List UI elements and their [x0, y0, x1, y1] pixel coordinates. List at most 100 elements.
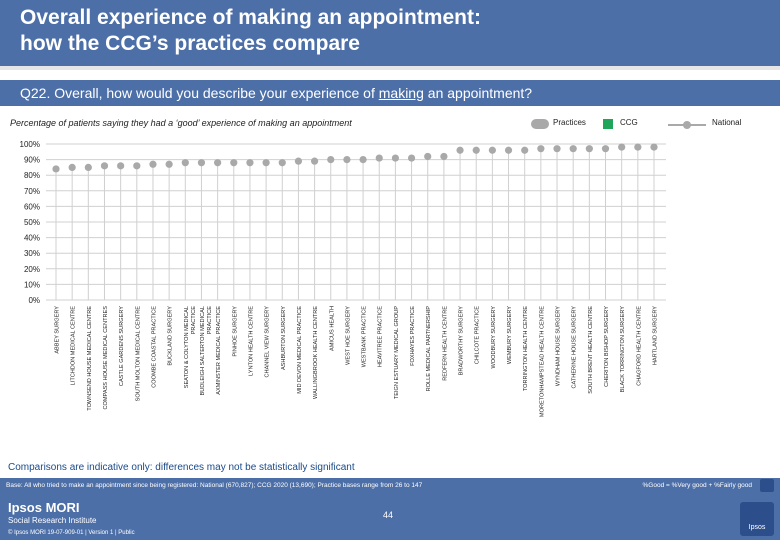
header-banner: Overall experience of making an appointm… [0, 0, 780, 66]
x-category-label: CHANNEL VIEW SURGERY [265, 306, 271, 378]
ipsos-logo-text: Ipsos [748, 524, 766, 531]
question-underlined: making [378, 85, 424, 101]
legend-national-dot [683, 121, 691, 129]
practice-point [569, 145, 577, 153]
practice-point [521, 146, 529, 154]
practice-point [601, 145, 610, 153]
x-category-label: CHILCOTE PRACTICE [475, 306, 481, 364]
question-suffix: an appointment? [423, 85, 533, 101]
practice-comparison-chart: 0% 10% 20% 30% 40% 50% 60% 70% 80% 90% 100% ABBEY S… [20, 140, 666, 417]
practice-point [504, 146, 513, 154]
practice-point [52, 165, 60, 173]
good-definition: %Good = %Very good + %Fairly good [642, 482, 752, 489]
practice-point [359, 156, 367, 164]
chart-subtitle: Percentage of patients saying they had a… [10, 118, 352, 128]
legend-ccg-swatch [603, 119, 613, 129]
practice-point [246, 159, 254, 167]
x-category-label: LITCHDON MEDICAL CENTRE [71, 306, 77, 386]
question-prefix: Q22. Overall, how would you describe you… [20, 85, 379, 101]
y-tick-label: 80% [24, 171, 40, 180]
practice-point [375, 154, 383, 162]
practice-point [133, 162, 141, 170]
y-tick-label: 10% [24, 280, 40, 289]
y-tick-label: 30% [24, 249, 40, 258]
x-category-label: PRACTICE [207, 306, 213, 335]
slide-title: Overall experience of making an appointm… [20, 5, 760, 57]
x-category-label: COMPASS HOUSE MEDICAL CENTRES [103, 306, 109, 410]
practice-point [278, 159, 286, 167]
practice-point [310, 157, 319, 165]
x-category-label: SOUTH MOLTON MEDICAL CENTRE [135, 306, 141, 402]
x-category-label: SOUTH BRENT HEALTH CENTRE [588, 306, 594, 394]
legend-national-label: National [712, 118, 742, 127]
practice-point [618, 143, 626, 151]
ipsos-logo: Ipsos [740, 502, 774, 536]
practice-point [424, 152, 432, 161]
y-tick-label: 60% [24, 202, 40, 211]
practice-point [181, 159, 189, 167]
x-category-label: FOXHAYES PRACTICE [410, 306, 416, 366]
x-category-label: WALLINGBROOK HEALTH CENTRE [313, 306, 319, 399]
x-category-label: TOWNSEND HOUSE MEDICAL CENTRE [87, 306, 93, 411]
x-category-label: LYNTON HEALTH CENTRE [248, 306, 254, 376]
y-tick-label: 20% [24, 265, 40, 274]
x-category-label: AXMINSTER MEDICAL PRACTICE [216, 306, 222, 395]
practice-point [343, 156, 351, 164]
ipsos-mori-logo: Ipsos MORI [8, 500, 80, 515]
y-tick-label: 40% [24, 234, 40, 243]
x-category-label: CHERITON BISHOP SURGERY [604, 306, 610, 387]
practice-point [634, 143, 642, 151]
comparison-note: Comparisons are indicative only: differe… [8, 462, 355, 473]
practice-point [537, 145, 545, 153]
practice-point [488, 146, 496, 154]
x-category-label: MID DEVON MEDICAL PRACTICE [297, 306, 303, 394]
title-line-1: Overall experience of making an appointm… [20, 6, 481, 29]
x-category-label: PRACTICE [191, 306, 197, 335]
x-category-label: BLACK TORRINGTON SURGERY [620, 306, 626, 393]
x-category-label: TEIGN ESTUARY MEDICAL GROUP [394, 306, 400, 399]
x-category-label: REDFERN HEALTH CENTRE [442, 306, 448, 381]
question-text: Q22. Overall, how would you describe you… [20, 84, 532, 102]
x-category-label: WOODBURY SURGERY [491, 306, 497, 369]
footer-corner-icon [760, 479, 774, 492]
practice-point [165, 160, 173, 168]
x-category-label: HEAVITREE PRACTICE [378, 306, 384, 367]
question-bar: Q22. Overall, how would you describe you… [0, 80, 780, 106]
x-category-label: COOMBE COASTAL PRACTICE [151, 306, 157, 388]
practice-point [117, 162, 125, 170]
practice-point [472, 146, 480, 154]
x-category-label: CHAGFORD HEALTH CENTRE [636, 306, 642, 386]
x-category-label: PINHOE SURGERY [232, 306, 238, 357]
x-category-label: BUDLEIGH SALTERTON MEDICAL [200, 306, 206, 396]
x-category-label: BRADWORTHY SURGERY [459, 306, 465, 376]
y-tick-label: 90% [24, 156, 40, 165]
logo-subtitle: Social Research Institute [8, 516, 97, 525]
practice-point [391, 154, 400, 162]
footer: Base: All who tried to make an appointme… [0, 478, 780, 540]
practice-point [68, 163, 76, 171]
x-category-label: WESTBANK PRACTICE [362, 306, 368, 367]
x-category-label: CASTLE GARDENS SURGERY [119, 306, 125, 386]
header-divider [0, 66, 780, 70]
x-category-label: SEATON & COLYTON MEDICAL [184, 306, 190, 388]
x-category-label: BUCKLAND SURGERY [168, 306, 174, 366]
x-category-label: WEMBURY SURGERY [507, 306, 513, 364]
practice-point [214, 159, 222, 167]
practice-point [149, 160, 157, 168]
title-line-2: how the CCG’s practices compare [20, 32, 360, 55]
x-category-label: AMICUS HEALTH [329, 306, 335, 351]
practice-point [84, 163, 92, 171]
practice-point [100, 162, 109, 170]
y-tick-label: 50% [24, 218, 40, 227]
practice-point [440, 152, 448, 161]
practice-point [553, 145, 561, 153]
legend-practices-swatch [531, 119, 549, 129]
practice-point [262, 159, 270, 167]
y-tick-label: 70% [24, 187, 40, 196]
x-category-label: CATHERINE HOUSE SURGERY [572, 306, 578, 389]
x-category-label: ABBEY SURGERY [55, 306, 61, 354]
page-number: 44 [383, 510, 394, 520]
practice-point [197, 159, 206, 167]
x-category-label: ASHBURTON SURGERY [281, 306, 287, 370]
practice-point [585, 145, 593, 153]
